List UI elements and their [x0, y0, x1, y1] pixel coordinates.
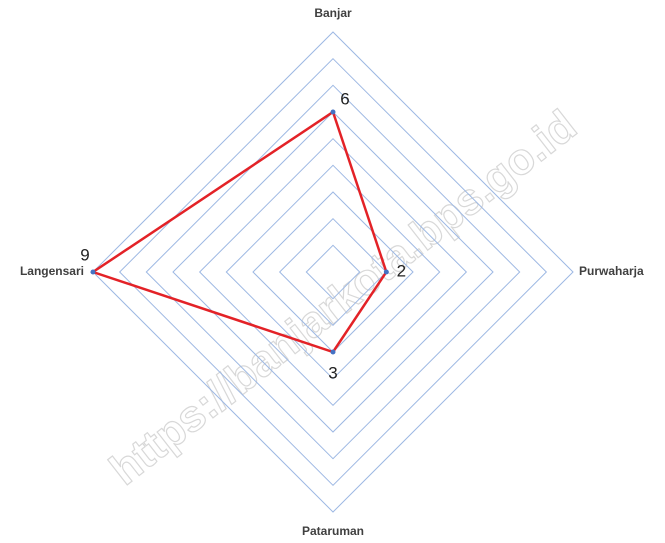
grid-ring: [172, 111, 494, 433]
value-label: 2: [397, 261, 406, 280]
data-point: [90, 269, 96, 275]
value-label: 9: [80, 245, 89, 264]
data-point: [330, 349, 336, 355]
category-label: Banjar: [314, 6, 352, 20]
value-label: 6: [340, 89, 349, 108]
category-label: Pataruman: [302, 524, 364, 538]
category-label: Purwaharja: [579, 264, 644, 278]
data-point: [383, 269, 389, 275]
category-label: Langensari: [20, 264, 84, 278]
grid-ring: [305, 244, 361, 300]
grid-ring: [145, 84, 521, 460]
grid-ring: [198, 137, 468, 407]
grid-ring: [118, 57, 548, 487]
data-point: [330, 109, 336, 115]
grid-ring: [225, 164, 441, 380]
value-label: 3: [328, 363, 337, 382]
grid-ring: [278, 217, 388, 327]
grid-ring: [92, 31, 574, 513]
